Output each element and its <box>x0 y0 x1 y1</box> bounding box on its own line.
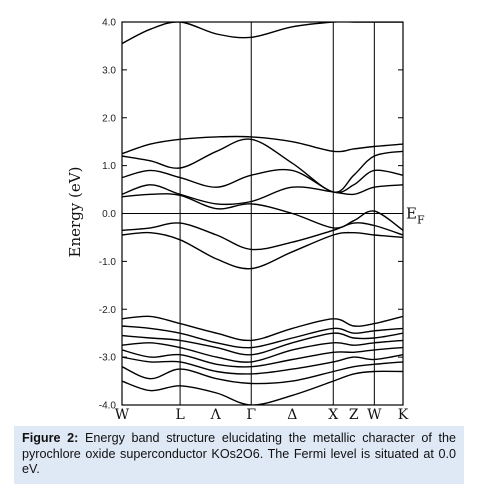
plot-frame <box>121 21 404 406</box>
band-line-9 <box>122 315 403 342</box>
band-line-5 <box>122 184 403 206</box>
band-line-10 <box>122 325 403 349</box>
k-point-label: L <box>175 407 184 423</box>
band-line-7 <box>122 222 403 251</box>
band-line-12 <box>122 339 403 363</box>
y-axis-title: Energy (eV) <box>66 167 84 258</box>
y-tick-label: 2.0 <box>102 113 116 124</box>
band-line-16 <box>122 370 403 405</box>
k-point-label: Λ <box>210 407 222 423</box>
band-line-2 <box>122 135 403 155</box>
band-line-3 <box>122 138 403 193</box>
band-line-13 <box>122 346 403 368</box>
y-tick-label: 3.0 <box>102 65 116 76</box>
band-line-8 <box>122 231 403 270</box>
plot-border <box>121 21 404 406</box>
y-tick-label: -4.0 <box>99 401 117 412</box>
y-tick-label: 0.0 <box>102 209 116 220</box>
caption-text: Energy band structure elucidating the me… <box>22 431 456 476</box>
k-point-label: Δ <box>287 407 297 423</box>
y-axis-label: Energy (eV) <box>66 167 84 258</box>
fermi-subscript: F <box>417 214 425 227</box>
k-point-label: Γ <box>246 407 256 423</box>
fermi-label: EF <box>406 205 425 227</box>
band-structure-chart: Energy (eV) 4.0 3.0 2.0 1.0 0.0 -1.0 -2.0 -3.0 -… <box>66 18 425 424</box>
k-point-label: Z <box>349 407 359 423</box>
y-tick-label: 4.0 <box>102 18 116 29</box>
figure-caption: Figure 2: Energy band structure elucidat… <box>14 426 464 484</box>
k-point-label: W <box>367 407 382 423</box>
caption-label: Figure 2: <box>22 431 79 445</box>
y-tick-label: -1.0 <box>99 257 117 268</box>
energy-bands <box>122 22 403 405</box>
band-line-11 <box>122 332 403 356</box>
k-point-label: W <box>115 407 130 423</box>
band-line-6 <box>122 193 403 231</box>
band-line-1 <box>122 22 403 45</box>
k-point-label: X <box>328 407 338 423</box>
y-tick-label: 1.0 <box>102 161 116 172</box>
y-tick-label: -3.0 <box>99 353 117 364</box>
k-point-label: K <box>398 407 409 423</box>
y-tick-label: -2.0 <box>99 305 117 316</box>
band-line-15 <box>122 361 403 385</box>
band-line-4 <box>122 168 403 194</box>
band-line-14 <box>122 354 403 375</box>
